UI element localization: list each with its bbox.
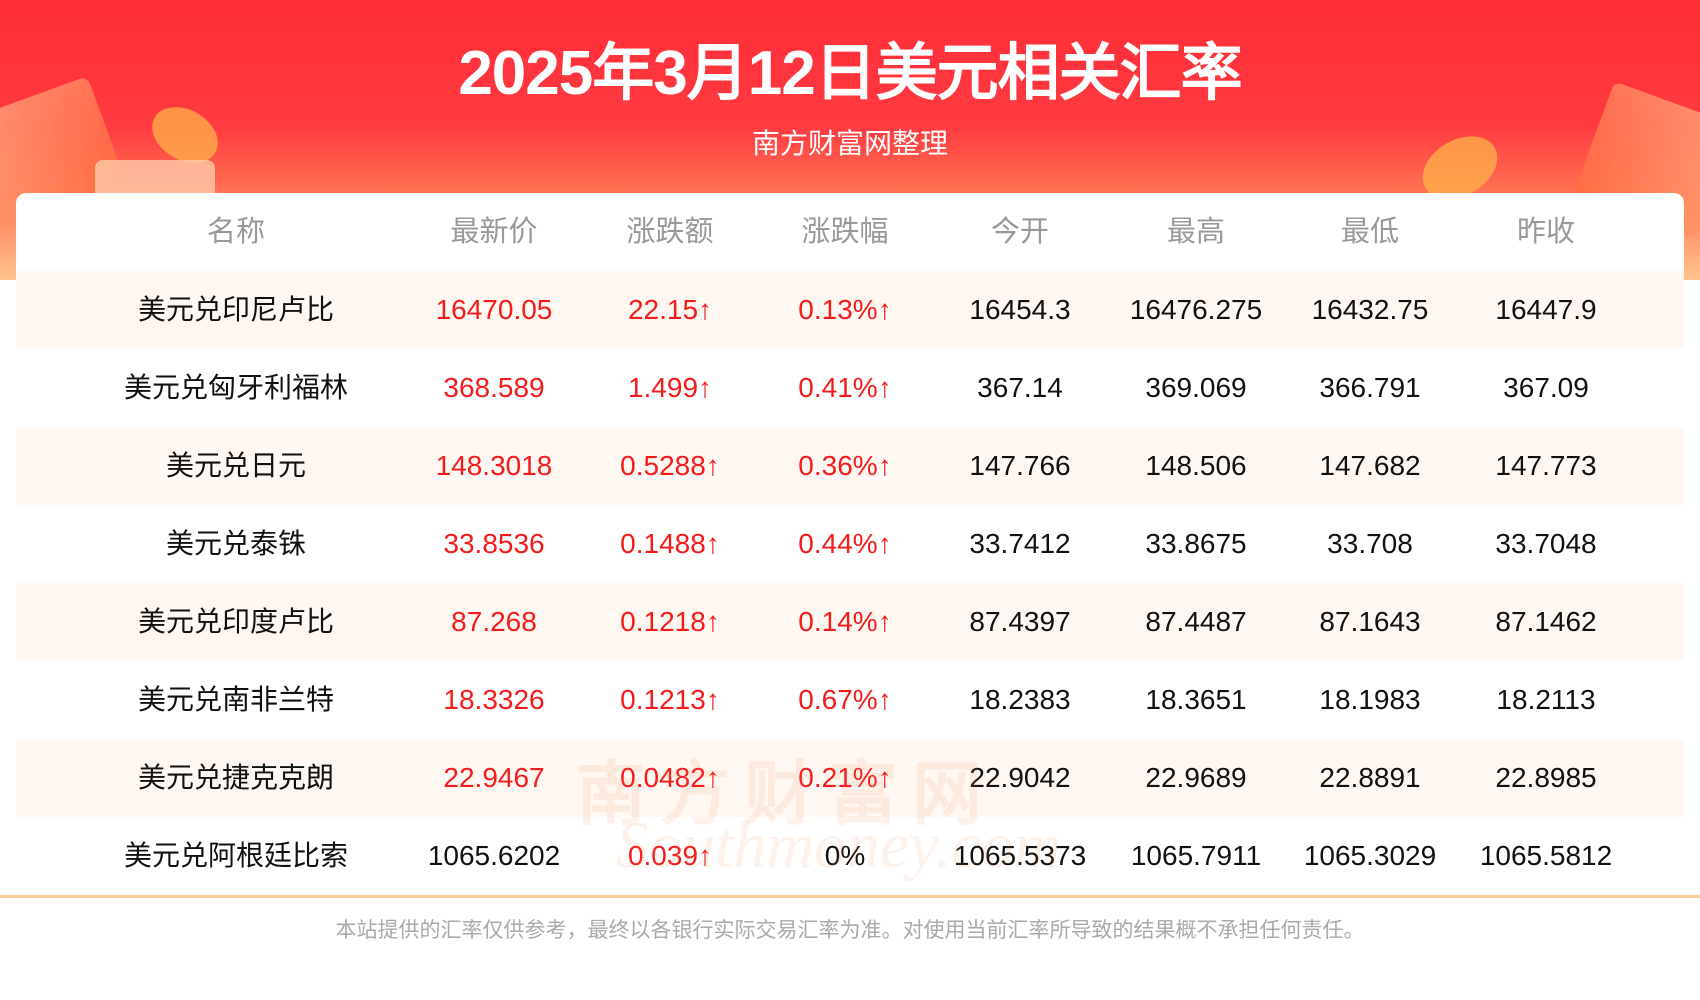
cell-latest: 148.3018 bbox=[435, 450, 553, 481]
cell-open: 1065.5373 bbox=[953, 840, 1087, 871]
disclaimer: 本站提供的汇率仅供参考，最终以各银行实际交易汇率为准。对使用当前汇率所导致的结果… bbox=[335, 919, 1365, 942]
cell-change: 0.1218↑ bbox=[620, 606, 720, 637]
cell-open: 16454.3 bbox=[969, 294, 1071, 325]
cell-pct: 0.36%↑ bbox=[798, 450, 892, 481]
cell-latest: 33.8536 bbox=[443, 528, 545, 559]
cell-pct: 0.13%↑ bbox=[798, 294, 892, 325]
cell-change: 0.1213↑ bbox=[620, 684, 720, 715]
cell-pct: 0% bbox=[824, 840, 866, 871]
table-header: 名称 最新价 涨跌额 涨跌幅 今开 最高 最低 昨收 bbox=[16, 193, 1684, 271]
cell-prev: 22.8985 bbox=[1495, 762, 1597, 793]
cell-name: 美元兑捷克克朗 bbox=[137, 762, 334, 793]
cell-name: 美元兑阿根廷比索 bbox=[123, 840, 348, 871]
cell-name: 美元兑南非兰特 bbox=[137, 684, 334, 715]
column-header: 名称 bbox=[206, 216, 265, 248]
cell-low: 1065.3029 bbox=[1303, 840, 1437, 871]
cell-open: 22.9042 bbox=[969, 762, 1071, 793]
table-row: 美元兑南非兰特 18.3326 0.1213↑ 0.67%↑ 18.2383 18.365… bbox=[16, 661, 1684, 739]
cell-low: 366.791 bbox=[1319, 372, 1421, 403]
cell-open: 87.4397 bbox=[969, 606, 1071, 637]
column-header: 最高 bbox=[1166, 216, 1225, 248]
table-row: 美元兑泰铢 33.8536 0.1488↑ 0.44%↑ 33.7412 33.8675 3… bbox=[16, 505, 1684, 583]
cell-high: 18.3651 bbox=[1145, 684, 1247, 715]
cell-change: 0.039↑ bbox=[627, 840, 713, 871]
cell-open: 33.7412 bbox=[969, 528, 1071, 559]
page-subtitle: 南方财富网整理 bbox=[751, 128, 948, 159]
cell-high: 87.4487 bbox=[1145, 606, 1247, 637]
cell-change: 0.5288↑ bbox=[620, 450, 720, 481]
cell-prev: 33.7048 bbox=[1495, 528, 1597, 559]
cell-prev: 18.2113 bbox=[1496, 684, 1596, 715]
cell-prev: 1065.5812 bbox=[1479, 840, 1613, 871]
cell-low: 22.8891 bbox=[1319, 762, 1421, 793]
cell-change: 0.1488↑ bbox=[620, 528, 720, 559]
cell-change: 1.499↑ bbox=[627, 372, 713, 403]
cell-latest: 22.9467 bbox=[443, 762, 545, 793]
cell-pct: 0.41%↑ bbox=[798, 372, 892, 403]
cell-pct: 0.67%↑ bbox=[798, 684, 892, 715]
cell-open: 147.766 bbox=[969, 450, 1071, 481]
cell-latest: 87.268 bbox=[451, 606, 537, 637]
column-header: 涨跌幅 bbox=[801, 216, 889, 248]
divider bbox=[0, 895, 1700, 898]
page-title: 2025年3月12日美元相关汇率 bbox=[458, 39, 1242, 108]
cell-prev: 147.773 bbox=[1495, 450, 1597, 481]
table-row: 美元兑印度卢比 87.268 0.1218↑ 0.14%↑ 87.4397 87.4487… bbox=[16, 583, 1684, 661]
table-row: 美元兑印尼卢比 16470.05 22.15↑ 0.13%↑ 16454.3 16476.… bbox=[16, 271, 1684, 349]
cell-name: 美元兑印尼卢比 bbox=[137, 294, 334, 325]
cell-open: 18.2383 bbox=[969, 684, 1071, 715]
exchange-rate-table: 名称 最新价 涨跌额 涨跌幅 今开 最高 最低 昨收 美元兑印尼卢比 16470.05 22.15… bbox=[16, 193, 1684, 895]
cell-high: 22.9689 bbox=[1145, 762, 1247, 793]
cell-low: 33.708 bbox=[1327, 528, 1413, 559]
cell-pct: 0.44%↑ bbox=[798, 528, 892, 559]
table-row: 美元兑捷克克朗 22.9467 0.0482↑ 0.21%↑ 22.9042 22.968… bbox=[16, 739, 1684, 817]
table-row: 美元兑匈牙利福林 368.589 1.499↑ 0.41%↑ 367.14 369.069… bbox=[16, 349, 1684, 427]
cell-pct: 0.21%↑ bbox=[798, 762, 892, 793]
cell-low: 147.682 bbox=[1319, 450, 1421, 481]
cell-prev: 16447.9 bbox=[1495, 294, 1597, 325]
cell-low: 87.1643 bbox=[1319, 606, 1421, 637]
cell-change: 22.15↑ bbox=[627, 294, 713, 325]
cell-high: 16476.275 bbox=[1129, 294, 1263, 325]
cell-prev: 367.09 bbox=[1503, 372, 1589, 403]
cell-low: 16432.75 bbox=[1311, 294, 1429, 325]
cell-change: 0.0482↑ bbox=[620, 762, 720, 793]
cell-name: 美元兑泰铢 bbox=[165, 528, 306, 559]
table-row: 美元兑阿根廷比索 1065.6202 0.039↑ 0% 1065.5373 1065.7… bbox=[16, 817, 1684, 895]
cell-high: 369.069 bbox=[1145, 372, 1247, 403]
cell-latest: 1065.6202 bbox=[427, 840, 561, 871]
column-header: 今开 bbox=[990, 216, 1049, 248]
cell-latest: 18.3326 bbox=[443, 684, 545, 715]
cell-name: 美元兑印度卢比 bbox=[137, 606, 334, 637]
cell-name: 美元兑匈牙利福林 bbox=[123, 372, 348, 403]
cell-open: 367.14 bbox=[977, 372, 1063, 403]
column-header: 涨跌额 bbox=[626, 216, 714, 248]
column-header: 昨收 bbox=[1516, 216, 1575, 248]
column-header: 最新价 bbox=[450, 216, 538, 248]
table-row: 美元兑日元 148.3018 0.5288↑ 0.36%↑ 147.766 148.506… bbox=[16, 427, 1684, 505]
cell-low: 18.1983 bbox=[1319, 684, 1421, 715]
column-header: 最低 bbox=[1340, 216, 1399, 248]
cell-high: 1065.7911 bbox=[1130, 840, 1262, 871]
cell-high: 33.8675 bbox=[1145, 528, 1247, 559]
cell-prev: 87.1462 bbox=[1495, 606, 1597, 637]
cell-pct: 0.14%↑ bbox=[798, 606, 892, 637]
cell-latest: 16470.05 bbox=[435, 294, 553, 325]
cell-name: 美元兑日元 bbox=[165, 450, 306, 481]
cell-high: 148.506 bbox=[1145, 450, 1247, 481]
cell-latest: 368.589 bbox=[443, 372, 545, 403]
